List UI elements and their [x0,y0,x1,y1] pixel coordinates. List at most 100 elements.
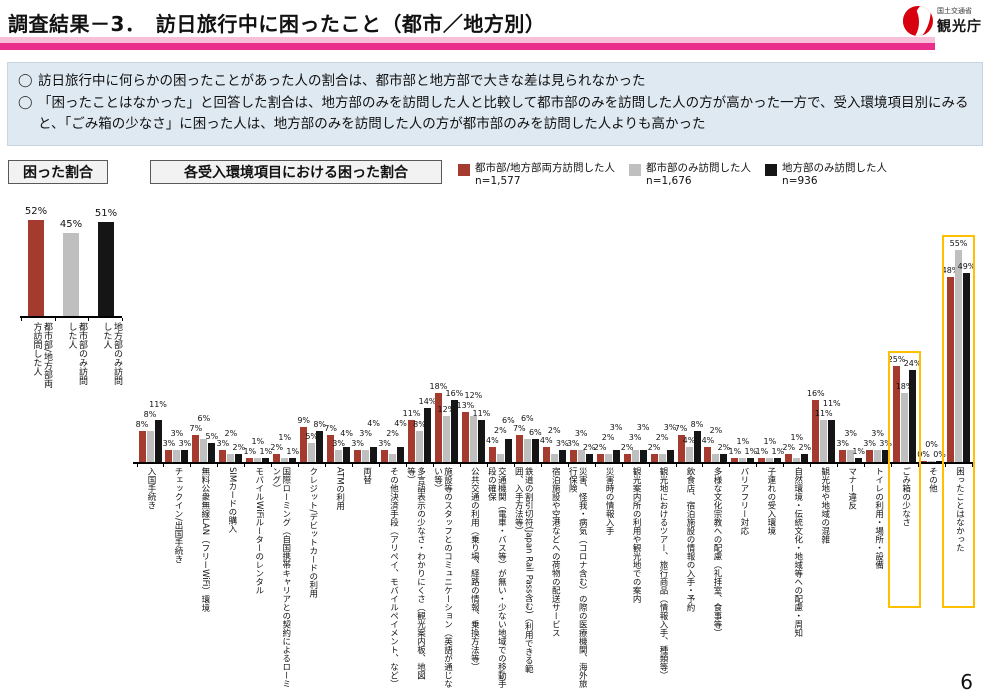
bar-value: 3% [663,423,677,433]
bar-23-s0 [758,458,766,462]
page-number: 6 [960,670,973,694]
bar-1-s0 [165,450,173,462]
bar-value: 7% [512,424,526,434]
bar-25-s0 [812,400,820,462]
category-label: クレジット/デビットカードの利用 [307,467,318,598]
bar-5-s1 [281,458,289,462]
bar-22-s1 [739,458,747,462]
bar-value: 3% [609,423,623,433]
circle-bullet-icon: ◯ [18,73,33,88]
bar-value: 6% [520,414,534,424]
summary-bullet-1: ◯ 訪日旅行中に何らかの困ったことがあった人の割合は、都市部と地方部で大きな差は… [18,71,972,91]
bar-value: 7% [324,424,337,434]
main-axis-tick [271,464,273,467]
bar-value: 1% [736,437,750,447]
bar-value: 3% [162,439,176,449]
title-underline-light [0,37,935,43]
bar-value: 3% [879,439,892,449]
bar-20-s2 [693,431,701,462]
mini-axis-tick [88,318,89,321]
bar-value: 6% [501,415,515,425]
legend-label: 都市部のみ訪問した人 n=1,676 [646,162,752,188]
main-axis-tick [567,464,569,467]
main-axis-tick [756,464,758,467]
bar-6-s2 [316,431,324,462]
mini-bar-2 [98,221,114,316]
bar-value: 0% [933,449,946,459]
bar-13-s0 [488,446,496,462]
bar-value: 12% [437,404,456,414]
bar-value: 2% [582,443,596,453]
bar-14-s2 [531,438,539,462]
bar-value: 3% [836,439,850,449]
mini-axis-tick [54,318,56,321]
bar-17-s2 [612,450,620,462]
bar-22-s2 [747,458,755,462]
bar-12-s2 [477,419,485,462]
bar-15-s2 [558,450,566,462]
bar-16-s1 [577,450,585,462]
bar-18-s0 [623,454,631,462]
category-label: 観光地におけるツアー、旅行商品（情報入手、種類等） [658,467,669,680]
bar-3-s1 [227,454,235,462]
left-chart-title-badge: 困った割合 [8,160,108,184]
mini-bar-value: 52% [24,205,48,217]
bar-23-s2 [774,458,782,462]
main-axis-tick [217,464,219,467]
bar-value: 24% [903,358,922,368]
bar-value: 4% [682,435,696,445]
category-label: その他決済手段（アリペイ、モバイルペイメント、など） [388,467,399,688]
bar-11-s1 [442,415,450,462]
summary-panel: ◯ 訪日旅行中に何らかの困ったことがあった人の割合は、都市部と地方部で大きな差は… [7,62,983,146]
bar-value: 4% [485,435,499,445]
jta-logo-icon [903,6,933,36]
bar-30-s0 [947,277,954,462]
logo-ministry-text: 国土交通省 [937,7,972,15]
bar-value: 1% [771,447,785,457]
legend-label: 都市部/地方部両方訪問した人 n=1,577 [475,162,616,188]
bar-13-s2 [504,438,512,462]
summary-bullet-2-text: 「困ったことはなかった」と回答した割合は、地方部のみを訪問した人と比較して都市部… [38,95,969,132]
bar-28-s2 [909,369,917,462]
bar-3-s0 [219,450,227,462]
bar-value: 2% [798,443,812,453]
bar-value: 11% [822,398,841,408]
legend-swatch-icon [629,164,642,176]
bar-19-s1 [658,454,666,462]
bar-value: 7% [189,424,203,434]
bar-2-s0 [192,435,200,462]
category-label: ATMの利用 [334,467,345,511]
bar-value: 2% [232,443,246,453]
bar-value: 2% [717,443,731,453]
mini-bar-1 [63,232,79,316]
category-label: 自然環境・伝統文化・地域等への配慮・周知 [792,467,803,637]
mini-axis-tick [21,318,22,321]
bar-value: 2% [224,429,238,439]
main-axis-tick [702,464,704,467]
category-label: マナー違反 [846,467,857,510]
bar-value: 3% [170,429,184,439]
bar-21-s1 [712,454,720,462]
bar-value: 9% [297,416,311,426]
mini-bar-0 [28,219,44,316]
category-label: 多様な文化宗教への配慮（礼拝室、食事等） [711,467,722,637]
bar-17-s0 [596,454,604,462]
bar-value: 4% [539,435,553,445]
logo-agency-text: 観光庁 [937,19,982,35]
summary-bullet-1-text: 訪日旅行中に何らかの困ったことがあった人の割合は、都市部と地方部で大きな差は見ら… [38,73,646,89]
chart-legend: 都市部/地方部両方訪問した人 n=1,577 都市部のみ訪問した人 n=1,676 地方… [458,162,988,188]
bar-value: 25% [887,354,906,364]
bar-25-s2 [828,419,836,462]
main-axis-tick [163,464,165,467]
bar-17-s1 [604,454,612,462]
bar-19-s2 [666,450,674,462]
main-axis-tick [594,464,596,467]
bar-4-s2 [262,458,270,462]
legend-item-1: 都市部のみ訪問した人 n=1,676 [629,162,751,188]
summary-bullet-2: ◯ 「困ったことはなかった」と回答した割合は、地方部のみを訪問した人と比較して都… [18,93,972,134]
bar-7-s2 [343,446,351,462]
jta-logo: 国土交通省 観光庁 [903,4,987,46]
category-label: 観光案内所の利用や観光地での案内 [631,467,642,603]
bar-8-s2 [370,446,378,462]
highlight-box [888,350,922,608]
